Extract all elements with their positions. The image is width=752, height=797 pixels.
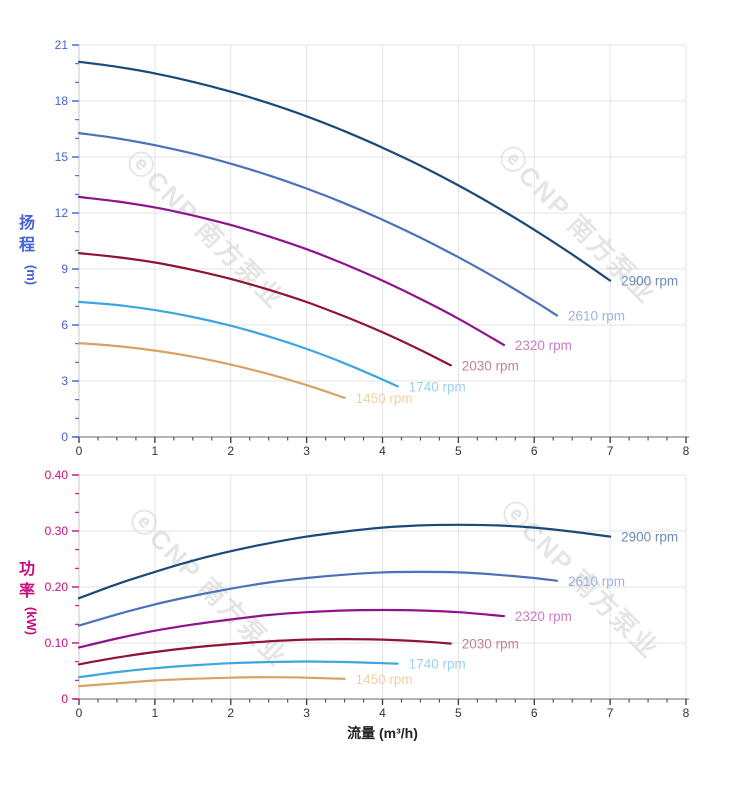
x-tick-label: 7 (607, 444, 614, 458)
x-axis-title: 流量 (m³/h) (347, 725, 418, 741)
curve-label-2320rpm: 2320 rpm (515, 609, 572, 624)
curve-2320rpm (77, 608, 505, 649)
y-axis-title: 率 (19, 581, 35, 600)
y-tick-label: 21 (55, 38, 69, 52)
y-tick-label: 0.40 (45, 468, 69, 482)
x-tick-label: 1 (152, 706, 159, 720)
y-axis-title: 功 (19, 560, 35, 578)
y-tick-label: 0.10 (45, 636, 69, 650)
curve-2900rpm (77, 60, 612, 282)
curve-1740rpm (77, 300, 399, 388)
curve-2900rpm (77, 523, 612, 600)
y-axis-unit: (kW) (24, 607, 39, 635)
curve-label-2900rpm: 2900 rpm (621, 530, 678, 545)
y-tick-label: 0 (61, 692, 68, 706)
y-tick-label: 18 (55, 94, 69, 108)
x-tick-label: 1 (152, 444, 159, 458)
y-tick-label: 0.20 (45, 580, 69, 594)
curve-label-2610rpm: 2610 rpm (568, 574, 625, 589)
x-tick-label: 8 (683, 444, 690, 458)
y-tick-label: 0 (61, 430, 68, 444)
curve-1450rpm (77, 676, 346, 688)
curve-label-1740rpm: 1740 rpm (409, 657, 466, 672)
curve-label-2610rpm: 2610 rpm (568, 308, 625, 323)
y-tick-label: 0.30 (45, 524, 69, 538)
x-tick-label: 4 (379, 444, 386, 458)
curve-2030rpm (77, 637, 452, 666)
y-tick-label: 3 (61, 374, 68, 388)
x-tick-label: 8 (683, 706, 690, 720)
curve-label-1740rpm: 1740 rpm (409, 379, 466, 394)
curve-1740rpm (77, 660, 399, 679)
x-tick-label: 2 (227, 706, 234, 720)
curve-label-2320rpm: 2320 rpm (515, 338, 572, 353)
y-tick-label: 9 (61, 262, 68, 276)
curve-label-2030rpm: 2030 rpm (462, 637, 519, 652)
y-tick-label: 15 (55, 150, 69, 164)
curve-2610rpm (77, 570, 559, 627)
x-tick-label: 2 (227, 444, 234, 458)
x-tick-label: 3 (303, 706, 310, 720)
x-tick-label: 6 (531, 706, 538, 720)
curve-1450rpm (77, 342, 346, 399)
x-tick-label: 5 (455, 444, 462, 458)
x-tick-label: 4 (379, 706, 386, 720)
y-axis-title: 程 (19, 236, 35, 254)
x-tick-label: 3 (303, 444, 310, 458)
curve-label-1450rpm: 1450 rpm (356, 672, 413, 687)
x-tick-label: 0 (76, 706, 83, 720)
x-tick-label: 6 (531, 444, 538, 458)
curve-label-2900rpm: 2900 rpm (621, 274, 678, 289)
curve-2320rpm (77, 195, 505, 347)
curve-2610rpm (77, 132, 559, 317)
curve-label-1450rpm: 1450 rpm (356, 391, 413, 406)
x-tick-label: 5 (455, 706, 462, 720)
x-tick-label: 7 (607, 706, 614, 720)
x-tick-label: 0 (76, 444, 83, 458)
y-axis-title: 扬 (19, 213, 35, 232)
curve-2030rpm (77, 252, 452, 367)
y-tick-label: 6 (61, 318, 68, 332)
y-axis-unit: (m) (24, 265, 39, 285)
curve-label-2030rpm: 2030 rpm (462, 358, 519, 373)
y-tick-label: 12 (55, 206, 69, 220)
